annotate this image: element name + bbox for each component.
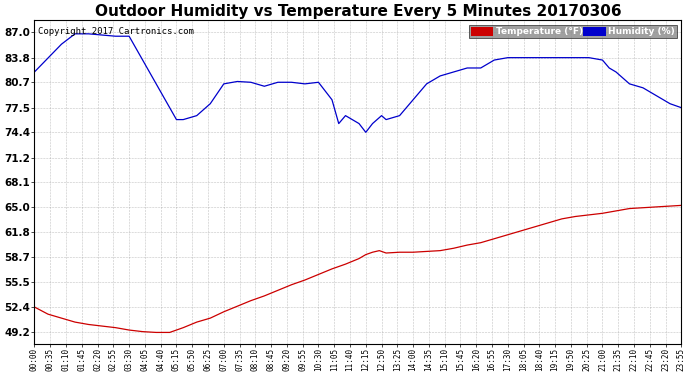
Title: Outdoor Humidity vs Temperature Every 5 Minutes 20170306: Outdoor Humidity vs Temperature Every 5 … xyxy=(95,4,621,19)
Text: Copyright 2017 Cartronics.com: Copyright 2017 Cartronics.com xyxy=(38,27,194,36)
Legend: Temperature (°F), Humidity (%): Temperature (°F), Humidity (%) xyxy=(469,25,677,38)
